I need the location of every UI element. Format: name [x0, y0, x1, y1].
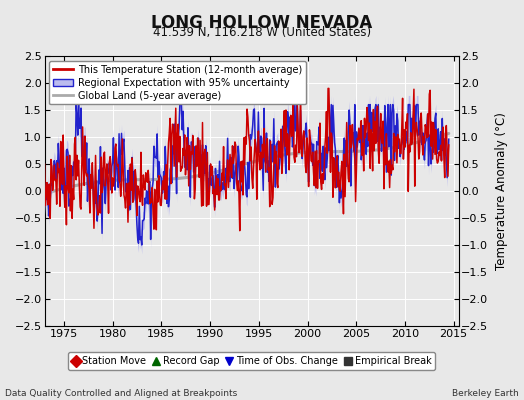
- Text: Data Quality Controlled and Aligned at Breakpoints: Data Quality Controlled and Aligned at B…: [5, 389, 237, 398]
- Text: LONG HOLLOW NEVADA: LONG HOLLOW NEVADA: [151, 14, 373, 32]
- Legend: Station Move, Record Gap, Time of Obs. Change, Empirical Break: Station Move, Record Gap, Time of Obs. C…: [68, 352, 435, 370]
- Text: Berkeley Earth: Berkeley Earth: [452, 389, 519, 398]
- Legend: This Temperature Station (12-month average), Regional Expectation with 95% uncer: This Temperature Station (12-month avera…: [49, 61, 305, 104]
- Y-axis label: Temperature Anomaly (°C): Temperature Anomaly (°C): [495, 112, 508, 270]
- Text: 41.539 N, 116.218 W (United States): 41.539 N, 116.218 W (United States): [153, 26, 371, 39]
